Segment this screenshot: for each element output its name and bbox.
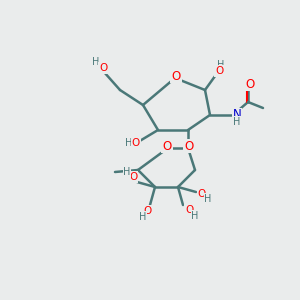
Text: O: O [171,70,181,83]
Text: O: O [245,77,255,91]
Text: H: H [217,60,225,70]
Text: N: N [232,109,242,122]
Text: O: O [144,206,152,216]
Text: O: O [99,63,107,73]
Text: H: H [123,167,131,177]
Text: H: H [204,194,212,204]
Text: H: H [233,117,241,127]
Text: O: O [185,205,193,215]
Text: O: O [184,140,194,152]
Text: O: O [132,138,140,148]
Text: O: O [198,189,206,199]
Text: H: H [139,212,147,222]
Text: O: O [215,66,223,76]
Text: H: H [92,57,100,67]
Text: O: O [129,172,137,182]
Text: H: H [125,138,133,148]
Text: O: O [162,140,172,152]
Text: H: H [191,211,199,221]
